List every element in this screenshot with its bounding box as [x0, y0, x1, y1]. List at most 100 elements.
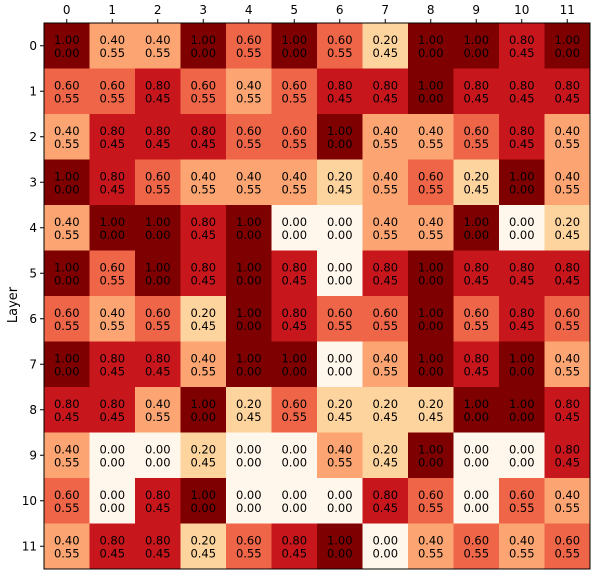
- cell-value-label: 0.60 0.55: [236, 533, 262, 560]
- x-tick-label: 2: [154, 3, 162, 17]
- cell-labels: 1.00 0.00 0.40 0.55 0.40 0.55 1.00 0.00 0.60 0.55…: [54, 33, 580, 561]
- heatmap-cell: [135, 23, 181, 69]
- heatmap-cell: [89, 341, 136, 388]
- cell-value-label: 1.00 0.00: [281, 351, 307, 378]
- cell-value-label: 0.40 0.55: [54, 215, 80, 242]
- cell-value-label: 1.00 0.00: [54, 33, 80, 60]
- heatmap-cell: [362, 68, 409, 115]
- cell-value-label: 0.00 0.00: [281, 442, 307, 469]
- heatmap-cell: [89, 478, 136, 524]
- heatmap-cell: [453, 296, 500, 342]
- heatmap-cell: [271, 23, 318, 69]
- heatmap-cell: [362, 478, 409, 524]
- cell-value-label: 0.20 0.45: [463, 169, 489, 196]
- cell-value-label: 1.00 0.00: [418, 306, 444, 333]
- heatmap-cell: [180, 432, 227, 479]
- cell-value-label: 0.60 0.55: [554, 533, 580, 560]
- heatmap-cell: [408, 23, 454, 69]
- cell-value-label: 0.60 0.55: [418, 488, 444, 515]
- heatmap-cell: [362, 341, 409, 388]
- heatmap-cell: [499, 68, 545, 115]
- y-tick-label: 2: [29, 130, 37, 144]
- heatmap-cell: [499, 23, 545, 69]
- x-tick-label: 11: [560, 3, 575, 17]
- cell-value-label: 0.40 0.55: [554, 169, 580, 196]
- cell-value-label: 0.80 0.45: [190, 215, 216, 242]
- cell-value-label: 0.40 0.55: [418, 215, 444, 242]
- cell-value-label: 1.00 0.00: [54, 260, 80, 287]
- cell-value-label: 0.00 0.00: [509, 442, 535, 469]
- cell-value-label: 1.00 0.00: [418, 351, 444, 378]
- cell-value-label: 1.00 0.00: [190, 488, 216, 515]
- cell-value-label: 1.00 0.00: [418, 78, 444, 105]
- cell-value-label: 0.40 0.55: [418, 533, 444, 560]
- heatmap-cell: [271, 523, 318, 570]
- heatmap-cell: [89, 387, 136, 433]
- x-tick-label: 8: [427, 3, 435, 17]
- heatmap-cell: [135, 523, 181, 570]
- cell-value-label: 1.00 0.00: [509, 397, 535, 424]
- cell-value-label: 0.80 0.45: [509, 78, 535, 105]
- heatmap-cell: [499, 432, 545, 479]
- heatmap-cell: [408, 159, 454, 206]
- cell-value-label: 1.00 0.00: [418, 260, 444, 287]
- heatmap-cell: [135, 478, 181, 524]
- heatmap-cell: [271, 250, 318, 297]
- heatmap-cell: [135, 387, 181, 433]
- heatmap-cell: [44, 114, 90, 160]
- cell-value-label: 0.00 0.00: [327, 488, 353, 515]
- heatmap-cell: [226, 523, 272, 570]
- cell-value-label: 0.80 0.45: [190, 260, 216, 287]
- heatmap-cell: [44, 250, 90, 297]
- heatmap-cell: [271, 478, 318, 524]
- cell-value-label: 0.40 0.55: [145, 397, 171, 424]
- heatmap-cell: [271, 387, 318, 433]
- heatmap-cell: [271, 432, 318, 479]
- cell-value-label: 0.60 0.55: [54, 306, 80, 333]
- cell-value-label: 0.60 0.55: [99, 260, 125, 287]
- cell-value-label: 0.60 0.55: [54, 78, 80, 105]
- heatmap-cell: [226, 159, 272, 206]
- cell-value-label: 1.00 0.00: [54, 169, 80, 196]
- heatmap-cell: [453, 432, 500, 479]
- x-tick-label: 5: [290, 3, 298, 17]
- cell-value-label: 1.00 0.00: [327, 533, 353, 560]
- heatmap-cell: [180, 478, 227, 524]
- x-tick-label: 7: [381, 3, 389, 17]
- cell-value-label: 0.40 0.55: [145, 33, 171, 60]
- cell-value-label: 0.40 0.55: [554, 488, 580, 515]
- heatmap-cell: [453, 114, 500, 160]
- cell-value-label: 1.00 0.00: [281, 33, 307, 60]
- heatmap-cell: [180, 68, 227, 115]
- cell-value-label: 1.00 0.00: [99, 215, 125, 242]
- heatmap-cell: [362, 159, 409, 206]
- cell-value-label: 0.80 0.45: [509, 260, 535, 287]
- cell-value-label: 0.40 0.55: [418, 124, 444, 151]
- y-tick-label: 10: [22, 494, 37, 508]
- cell-value-label: 1.00 0.00: [554, 33, 580, 60]
- y-tick-label: 1: [29, 84, 37, 98]
- cell-value-label: 0.40 0.55: [236, 169, 262, 196]
- heatmap-cell: [44, 159, 90, 206]
- cell-value-label: 0.40 0.55: [372, 169, 398, 196]
- cell-value-label: 0.60 0.55: [99, 78, 125, 105]
- heatmap-cell: [226, 23, 272, 69]
- heatmap-cell: [408, 478, 454, 524]
- x-tick-label: 1: [108, 3, 116, 17]
- heatmap-cell: [362, 250, 409, 297]
- cell-value-label: 0.80 0.45: [145, 488, 171, 515]
- heatmap-cell: [499, 341, 545, 388]
- heatmap-cell: [226, 250, 272, 297]
- cell-value-label: 0.60 0.55: [145, 169, 171, 196]
- cell-value-label: 0.00 0.00: [509, 215, 535, 242]
- cell-value-label: 1.00 0.00: [145, 215, 171, 242]
- heatmap-cell: [544, 250, 591, 297]
- x-tick-label: 6: [336, 3, 344, 17]
- heatmap-cell: [226, 387, 272, 433]
- heatmap-cell: [544, 478, 591, 524]
- cell-value-label: 0.80 0.45: [281, 306, 307, 333]
- cell-value-label: 0.00 0.00: [99, 488, 125, 515]
- heatmap-cell: [499, 205, 545, 251]
- heatmap-cell: [44, 478, 90, 524]
- heatmap-cell: [499, 523, 545, 570]
